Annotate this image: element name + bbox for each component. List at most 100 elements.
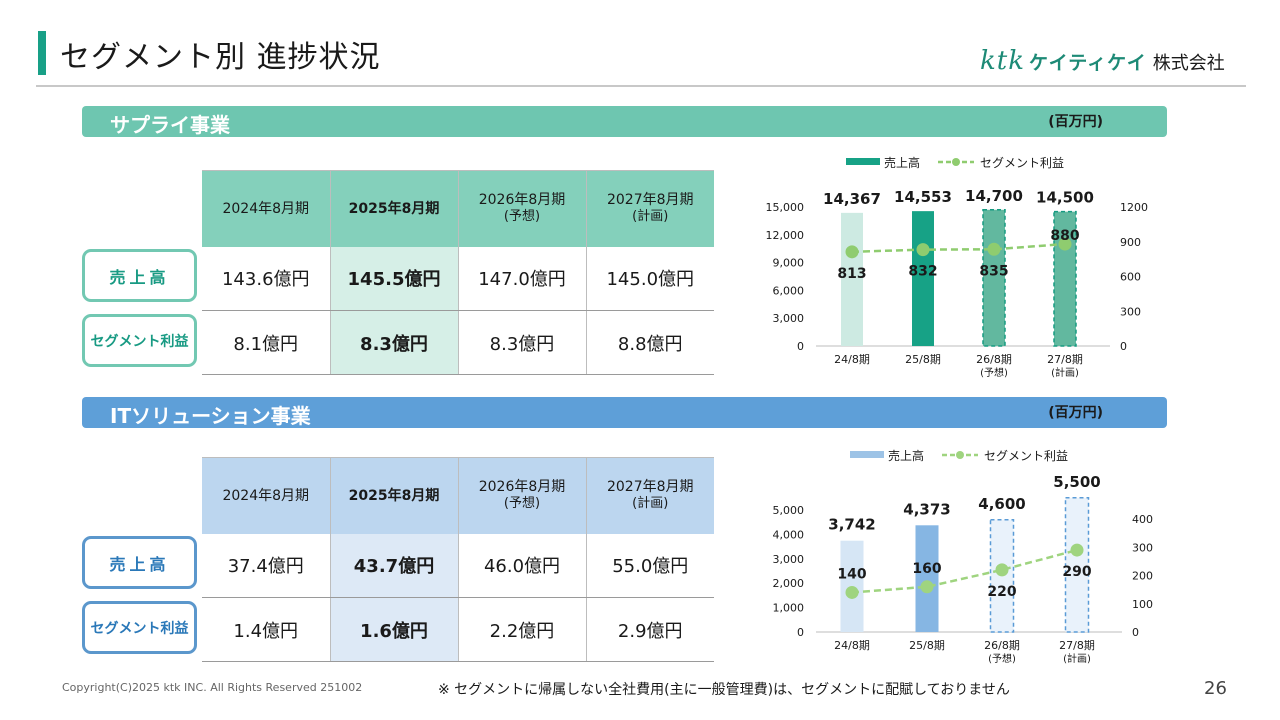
supply-unit-label: (百万円) [1048, 114, 1103, 130]
legend-bar-swatch [850, 451, 884, 458]
left-axis-tick: 12,000 [766, 229, 805, 242]
bar-value-label: 14,553 [894, 188, 952, 206]
legend-label: 売上高 [884, 155, 920, 170]
profit-value-label: 140 [837, 566, 866, 582]
it-table: 2024年8月期 2025年8月期 2026年8月期 (予想) 2027年8月期(… [202, 457, 714, 662]
table-cell: 43.7億円 [329, 533, 458, 598]
right-axis-tick: 600 [1120, 271, 1141, 284]
table-cell: 8.8億円 [585, 310, 714, 375]
table-cell: 143.6億円 [202, 246, 330, 311]
supply-section-banner: サプライ事業 (百万円) [82, 106, 1167, 137]
table-cell: 145.0億円 [585, 246, 714, 311]
bar-value-label: 14,500 [1036, 189, 1094, 207]
sales-bar [915, 525, 939, 632]
supply-sales-row-label: 売上高 [82, 249, 197, 302]
profit-line [851, 242, 1066, 254]
legend-label: 売上高 [888, 448, 924, 463]
right-axis-tick: 200 [1132, 570, 1153, 583]
left-axis-tick: 9,000 [773, 257, 805, 270]
left-axis-tick: 2,000 [773, 577, 805, 590]
left-axis-tick: 5,000 [773, 504, 805, 517]
it-profit-row-label: セグメント利益 [82, 601, 197, 654]
left-axis-tick: 0 [797, 626, 804, 639]
legend-line-marker [956, 451, 964, 459]
legend-label: セグメント利益 [984, 449, 1068, 463]
table-cell: 1.4億円 [202, 597, 330, 662]
x-axis-tick: 24/8期 [834, 639, 870, 652]
column-header: 2024年8月期 [202, 170, 330, 247]
copyright-text: Copyright(C)2025 ktk INC. All Rights Res… [62, 681, 363, 694]
table-cell: 145.5億円 [329, 246, 458, 311]
column-header: 2025年8月期 [329, 170, 458, 247]
x-axis-tick: 25/8期 [905, 353, 941, 366]
profit-point [987, 242, 1001, 256]
left-axis-tick: 0 [797, 340, 804, 353]
column-header: 2026年8月期 (予想) [457, 170, 586, 247]
right-axis-tick: 400 [1132, 513, 1153, 526]
profit-value-label: 835 [979, 263, 1008, 279]
profit-point [1070, 543, 1084, 557]
sales-bar [982, 209, 1006, 347]
it-section-banner: ITソリューション事業 (百万円) [82, 397, 1167, 428]
company-logo: ktk ケイティケイ 株式会社 [980, 46, 1225, 76]
page-title: セグメント別 進捗状況 [60, 40, 381, 75]
table-cell: 147.0億円 [457, 246, 586, 311]
profit-point [845, 245, 859, 259]
profit-value-label: 813 [837, 266, 866, 282]
table-cell: 1.6億円 [329, 597, 458, 662]
legend-label: セグメント利益 [980, 156, 1064, 170]
x-axis-tick: 27/8期 [1047, 353, 1083, 366]
sales-bar [841, 212, 863, 346]
table-cell: 8.1億円 [202, 310, 330, 375]
profit-point [916, 243, 930, 257]
profit-point [995, 563, 1009, 577]
table-cell: 2.2億円 [457, 597, 586, 662]
footer-note: ※ セグメントに帰属しない全社費用(主に一般管理費)は、セグメントに配賦しており… [438, 682, 1010, 698]
right-axis-tick: 300 [1132, 541, 1153, 554]
column-header: 2027年8月期 (計画) [585, 457, 714, 534]
page-number: 26 [1204, 678, 1227, 699]
sales-bar [1064, 497, 1090, 633]
supply-table: 2024年8月期 2025年8月期 2026年8月期 (予想) 2027年8月期(… [202, 170, 714, 375]
left-axis-tick: 3,000 [773, 312, 805, 325]
table-cell: 8.3億円 [457, 310, 586, 375]
left-axis-tick: 6,000 [773, 284, 805, 297]
profit-value-label: 880 [1050, 228, 1079, 244]
table-row: 143.6億円 145.5億円 147.0億円 145.0億円 [202, 246, 714, 311]
supply-profit-row-label: セグメント利益 [82, 314, 197, 367]
right-axis-tick: 100 [1132, 598, 1153, 611]
title-divider [36, 85, 1246, 87]
table-cell: 37.4億円 [202, 533, 330, 598]
table-row: 8.1億円 8.3億円 8.3億円 8.8億円 [202, 310, 714, 375]
bar-value-label: 3,742 [828, 516, 875, 534]
profit-value-label: 220 [987, 584, 1016, 600]
sales-bar [912, 211, 934, 346]
x-axis-tick: 26/8期 [976, 353, 1012, 366]
table-cell: 55.0億円 [585, 533, 714, 598]
logo-mark: ktk [980, 46, 1025, 76]
profit-line [851, 548, 1078, 594]
profit-value-label: 832 [908, 264, 937, 280]
x-axis-tick: 26/8期 [984, 639, 1020, 652]
legend-bar-swatch [846, 158, 880, 165]
column-header: 2027年8月期 (計画) [585, 170, 714, 247]
it-unit-label: (百万円) [1048, 405, 1103, 421]
bar-value-label: 14,367 [823, 190, 881, 208]
left-axis-tick: 15,000 [766, 201, 805, 214]
x-axis-tick: 24/8期 [834, 353, 870, 366]
profit-point [920, 580, 934, 594]
profit-value-label: 160 [912, 561, 941, 577]
table-row: 37.4億円 43.7億円 46.0億円 55.0億円 [202, 533, 714, 598]
table-header-row: 2024年8月期 2025年8月期 2026年8月期 (予想) 2027年8月期(… [202, 170, 714, 247]
bar-value-label: 4,373 [903, 500, 950, 518]
column-header: 2025年8月期 [329, 457, 458, 534]
table-cell: 46.0億円 [457, 533, 586, 598]
table-cell: 2.9億円 [585, 597, 714, 662]
left-axis-tick: 1,000 [773, 602, 805, 615]
it-section-title: ITソリューション事業 [110, 404, 311, 428]
right-axis-tick: 900 [1120, 236, 1141, 249]
column-header: 2026年8月期 (予想) [457, 457, 586, 534]
bar-value-label: 14,700 [965, 187, 1023, 205]
legend-line-marker [952, 158, 960, 166]
